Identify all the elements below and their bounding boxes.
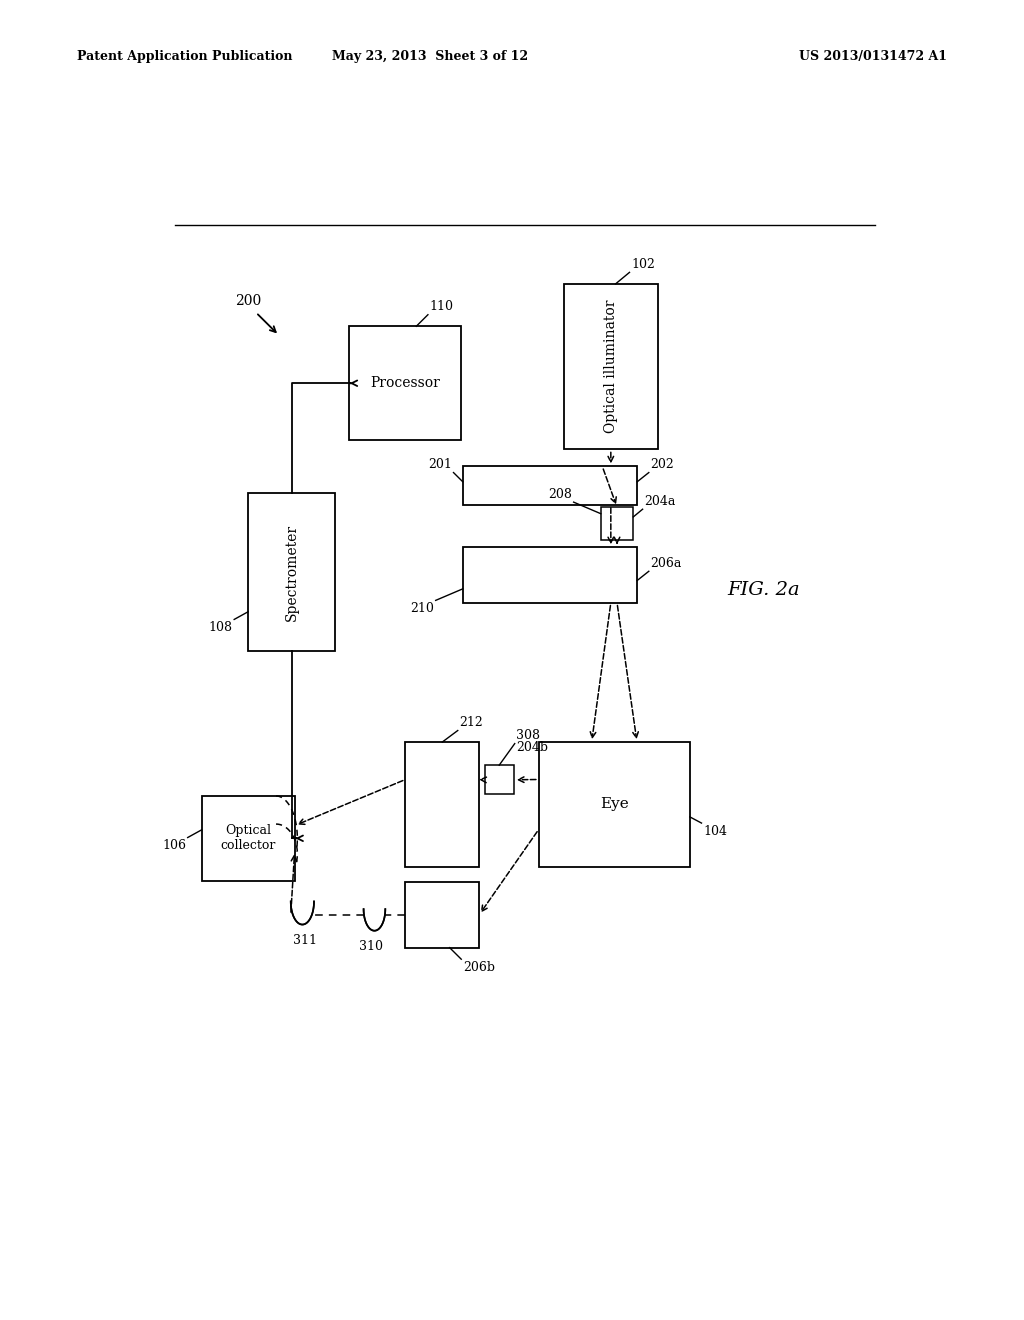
Text: 202: 202	[650, 458, 674, 471]
Bar	[202, 796, 295, 880]
Text: Eye: Eye	[600, 797, 629, 812]
Bar	[463, 466, 637, 506]
Text: 102: 102	[631, 257, 655, 271]
Text: 310: 310	[358, 940, 383, 953]
Bar	[563, 284, 658, 449]
Text: 108: 108	[209, 620, 232, 634]
Text: 206b: 206b	[463, 961, 495, 974]
Text: 106: 106	[162, 840, 186, 853]
Text: 104: 104	[703, 825, 727, 838]
Text: 308: 308	[516, 729, 541, 742]
Text: 110: 110	[429, 300, 454, 313]
Text: May 23, 2013  Sheet 3 of 12: May 23, 2013 Sheet 3 of 12	[332, 50, 528, 63]
Bar	[601, 507, 633, 540]
Text: 201: 201	[428, 458, 452, 471]
Text: US 2013/0131472 A1: US 2013/0131472 A1	[799, 50, 947, 63]
Bar	[248, 494, 335, 651]
Text: 204a: 204a	[644, 495, 676, 508]
Text: Optical illuminator: Optical illuminator	[604, 300, 617, 433]
Bar	[463, 548, 637, 603]
Text: 206a: 206a	[650, 557, 682, 570]
Text: Patent Application Publication: Patent Application Publication	[77, 50, 292, 63]
Bar	[406, 742, 479, 867]
Text: 212: 212	[460, 715, 483, 729]
Text: Optical
collector: Optical collector	[220, 824, 275, 853]
Text: 204b: 204b	[516, 742, 548, 755]
Text: Spectrometer: Spectrometer	[285, 524, 299, 620]
Text: Processor: Processor	[370, 376, 440, 391]
Bar	[349, 326, 461, 441]
Text: 200: 200	[234, 294, 261, 308]
Text: FIG. 2a: FIG. 2a	[727, 581, 800, 598]
Text: 210: 210	[411, 602, 434, 615]
Bar	[406, 882, 479, 948]
Text: 311: 311	[293, 933, 317, 946]
Text: 208: 208	[548, 487, 572, 500]
Bar	[484, 766, 514, 795]
Bar	[539, 742, 690, 867]
